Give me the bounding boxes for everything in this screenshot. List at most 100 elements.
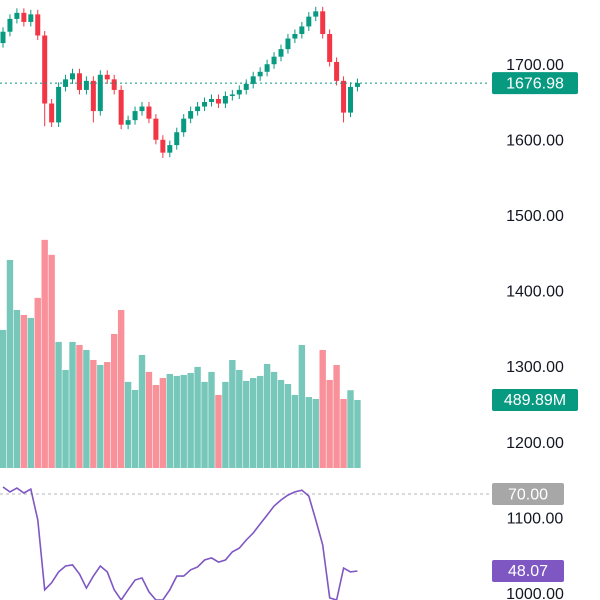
volume-bar	[138, 354, 146, 468]
candle-body	[285, 38, 291, 50]
volume-bar	[166, 373, 173, 468]
candle-body	[299, 26, 305, 35]
volume-bar	[27, 317, 34, 468]
volume-badge-bg	[492, 388, 578, 411]
rsi-line	[2, 486, 358, 600]
candle-body	[341, 80, 347, 113]
candle-body	[14, 12, 20, 19]
volume-bar	[305, 397, 312, 468]
volume-bar	[236, 369, 243, 468]
y-tick-label: 1500.00	[506, 208, 564, 225]
volume-bar	[90, 359, 97, 468]
candle-body	[125, 120, 131, 125]
candle-body	[7, 18, 13, 32]
volume-bar	[187, 373, 194, 468]
candle-body	[76, 73, 82, 90]
candle-body	[35, 14, 41, 36]
y-tick-label: 1400.00	[506, 284, 564, 301]
volume-badge: 489.89M	[504, 392, 566, 409]
volume-bar	[180, 374, 187, 468]
candle-body	[188, 111, 194, 119]
candle-body	[181, 118, 187, 133]
candle-body	[167, 145, 173, 153]
volume-bar	[208, 371, 215, 468]
last-price-badge: 1676.98	[506, 75, 564, 92]
candle-body	[160, 139, 166, 153]
candle-body	[215, 98, 221, 104]
volume-bar	[250, 378, 257, 468]
y-tick-label: 1600.00	[506, 133, 564, 150]
volume-bar	[298, 344, 306, 468]
candle-body	[292, 34, 298, 39]
candle-body	[278, 49, 284, 57]
candle-body	[250, 76, 256, 84]
candle-body	[28, 14, 34, 22]
candle-body	[97, 74, 103, 112]
last-price-badge-bg	[492, 72, 578, 95]
volume-bar	[347, 390, 354, 468]
volume-bar	[243, 380, 250, 468]
candle-body	[56, 86, 62, 123]
volume-bar	[69, 341, 76, 468]
volume-bar	[152, 384, 160, 468]
rsi-level-badge: 70.00	[508, 486, 548, 503]
candle-body	[306, 16, 312, 27]
volume-bar	[83, 349, 90, 468]
candle-body	[243, 83, 249, 90]
volume-bar	[62, 369, 69, 468]
volume-bar	[340, 398, 347, 468]
volume-bar	[159, 378, 167, 468]
candle-body	[271, 56, 277, 65]
rsi-badge-bg	[492, 559, 564, 582]
y-tick-label: 1200.00	[506, 435, 564, 452]
candle-body	[334, 61, 340, 81]
volume-bar	[312, 398, 319, 468]
candle-body	[42, 35, 48, 104]
volume-bar	[333, 364, 340, 468]
candle-body	[174, 132, 180, 146]
candle-body	[222, 95, 228, 104]
volume-bar	[215, 394, 222, 468]
candle-body	[354, 83, 360, 87]
candle-body	[264, 64, 270, 72]
candle-body	[49, 103, 55, 123]
candle-body	[327, 34, 333, 62]
volume-bar	[194, 366, 201, 468]
candle-body	[313, 11, 319, 17]
volume-bar	[104, 362, 111, 468]
volume-bar	[0, 329, 7, 468]
volume-bar	[222, 381, 229, 468]
volume-bar	[124, 381, 132, 468]
volume-bar	[20, 314, 28, 468]
candle-body	[320, 11, 326, 35]
candle-body	[90, 80, 96, 112]
candle-body	[146, 106, 152, 119]
candle-body	[132, 111, 138, 121]
volume-bar	[319, 349, 326, 468]
rsi-badge: 48.07	[508, 563, 548, 580]
volume-bar	[263, 363, 271, 468]
volume-bar	[48, 254, 55, 468]
candle-body	[209, 98, 214, 103]
volume-bar	[173, 375, 180, 468]
volume-bar	[145, 371, 153, 468]
y-tick-label: 1700.00	[506, 57, 564, 74]
volume-bar	[326, 379, 333, 468]
rsi-level-badge-bg	[492, 483, 564, 506]
candle-body	[70, 73, 75, 80]
candle-body	[348, 86, 353, 113]
volume-bar	[6, 259, 14, 468]
candle-body	[104, 74, 110, 80]
volume-bar	[13, 309, 21, 468]
y-tick-label: 1300.00	[506, 359, 564, 376]
volume-bar	[55, 341, 62, 468]
volume-bar	[34, 297, 41, 468]
candle-body	[229, 94, 235, 96]
candle-body	[153, 118, 159, 140]
volume-bar	[229, 359, 236, 468]
candle-body	[0, 31, 6, 44]
candle-body	[195, 106, 201, 112]
candle-body	[118, 89, 124, 125]
volume-bar	[270, 371, 278, 468]
